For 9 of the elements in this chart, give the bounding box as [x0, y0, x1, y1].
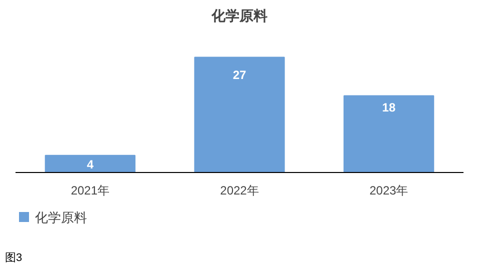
chart-title: 化学原料 [210, 8, 268, 24]
data-label: 18 [382, 100, 396, 115]
data-label: 4 [86, 157, 94, 172]
caption: 图3 [5, 251, 22, 266]
x-tick-label: 2023年 [369, 184, 408, 198]
x-tick-label: 2022年 [220, 184, 259, 198]
x-tick-label: 2021年 [70, 184, 110, 198]
data-label: 27 [232, 68, 246, 82]
legend-label: 化学原料 [35, 210, 87, 225]
